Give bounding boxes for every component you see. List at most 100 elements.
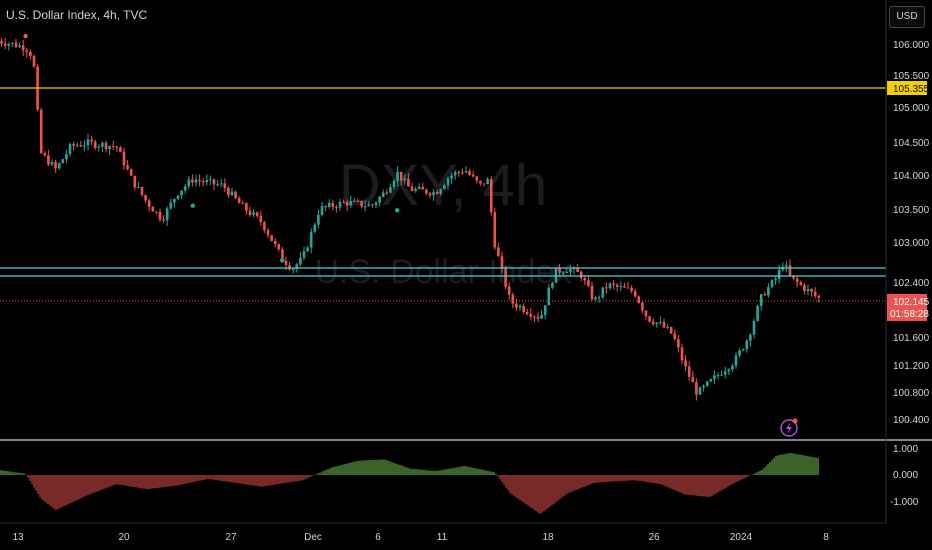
candle-body: [471, 174, 475, 177]
candle-body: [605, 287, 608, 289]
time-axis-label: 13: [12, 532, 24, 543]
current-price-label: 102.145: [893, 297, 930, 308]
candle-body: [389, 187, 392, 193]
candle-body: [792, 275, 795, 279]
candle-body: [338, 201, 342, 208]
price-axis-label: 103.500: [893, 205, 930, 216]
candle-body: [245, 203, 248, 211]
candle-body: [540, 314, 543, 319]
candle-body: [806, 289, 810, 291]
candle-body: [720, 374, 723, 376]
candle-body: [630, 287, 633, 292]
candle-body: [785, 265, 788, 267]
candle-body: [428, 193, 432, 196]
candle-body: [140, 186, 144, 195]
candle-body: [749, 334, 752, 341]
candle-body: [788, 265, 792, 276]
candle-body: [500, 256, 504, 268]
candle-body: [799, 282, 803, 286]
candle-body: [29, 51, 32, 57]
candle-body: [11, 42, 14, 44]
watermark-symbol: DXY, 4h: [339, 153, 548, 218]
current-price-badge: [887, 294, 927, 321]
candle-body: [684, 360, 687, 367]
candle-body: [590, 285, 594, 300]
candle-body: [162, 219, 165, 221]
candle-body: [212, 179, 216, 185]
candle-body: [551, 282, 554, 288]
candle-body: [633, 291, 637, 297]
candle-body: [317, 214, 320, 225]
candle-body: [677, 339, 680, 348]
candle-body: [774, 279, 777, 281]
candle-body: [3, 43, 7, 46]
candle-body: [381, 192, 385, 197]
candle-body: [223, 183, 227, 188]
price-axis-label: 100.800: [893, 388, 930, 399]
green-dot-marker: [395, 208, 400, 213]
price-axis-label: 106.000: [893, 40, 930, 51]
lightning-bolt-icon[interactable]: [780, 418, 798, 437]
candle-body: [561, 272, 565, 274]
candle-body: [255, 212, 259, 216]
price-axis[interactable]: 106.000 105.500 105.000 104.500 104.000 …: [893, 40, 930, 426]
candle-body: [752, 320, 756, 335]
candle-body: [273, 240, 277, 245]
candle-body: [201, 181, 205, 183]
candle-body: [209, 179, 212, 181]
countdown-label: 01:58:28: [890, 309, 929, 320]
green-dot-marker: [190, 203, 195, 208]
candle-body: [288, 265, 291, 270]
candle-body: [763, 294, 767, 296]
candle-body: [687, 366, 691, 377]
candle-body: [61, 159, 65, 164]
candle-body: [511, 294, 515, 304]
candle-body: [21, 45, 25, 51]
candle-body: [39, 109, 43, 154]
candle-body: [227, 187, 230, 196]
candle-body: [191, 179, 194, 183]
price-axis-label: 101.200: [893, 361, 930, 372]
candle-body: [615, 284, 619, 287]
candle-body: [522, 306, 525, 312]
candle-body: [295, 264, 299, 269]
candle-body: [619, 286, 623, 288]
yellow-line-price-badge: [887, 81, 927, 95]
candle-body: [259, 215, 263, 223]
candle-body: [47, 155, 50, 165]
candle-body: [576, 267, 579, 272]
candle-body: [335, 206, 338, 208]
candle-body: [115, 146, 119, 148]
candle-body: [659, 321, 662, 323]
candle-body: [93, 141, 97, 148]
candle-body: [594, 297, 597, 300]
candle-body: [252, 212, 255, 215]
candle-body: [558, 267, 561, 273]
candle-body: [360, 200, 363, 207]
candle-body: [198, 180, 201, 182]
candle-body: [497, 247, 500, 257]
candle-body: [97, 146, 101, 148]
candle-body: [111, 146, 115, 148]
candle-body: [327, 202, 331, 207]
candle-body: [443, 185, 446, 190]
currency-button[interactable]: USD: [889, 6, 925, 28]
price-axis-label: 102.400: [893, 278, 930, 289]
time-axis-label: 26: [648, 532, 660, 543]
candle-body: [432, 191, 435, 196]
candle-body: [525, 311, 529, 314]
candle-body: [299, 257, 302, 265]
candle-body: [705, 381, 709, 386]
candle-body: [385, 192, 389, 194]
candle-body: [795, 278, 799, 283]
candle-body: [731, 365, 734, 370]
time-axis-label: 18: [542, 532, 554, 543]
candle-body: [169, 202, 173, 209]
time-axis[interactable]: 13 20 27 Dec 6 11 18 26 2024 8: [12, 532, 829, 543]
candle-body: [626, 287, 630, 289]
oscillator-axis[interactable]: 1.000 0.000 -1.000: [890, 444, 919, 508]
candle-body: [504, 267, 507, 287]
marker-layer: [23, 33, 400, 263]
candle-body: [187, 179, 191, 187]
